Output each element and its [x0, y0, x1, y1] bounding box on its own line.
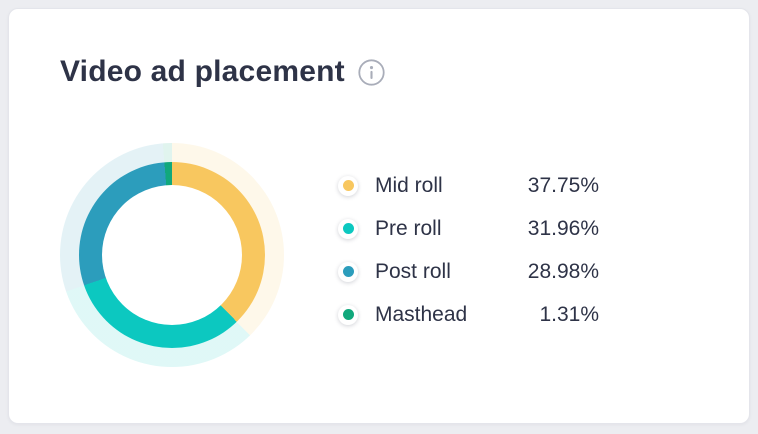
- legend-value: 1.31%: [539, 302, 599, 326]
- legend-item-post-roll[interactable]: Post roll 28.98%: [338, 250, 599, 293]
- chart-legend: Mid roll 37.75% Pre roll 31.96% Post rol…: [338, 164, 599, 336]
- legend-label: Mid roll: [375, 173, 443, 197]
- legend-value: 31.96%: [527, 216, 599, 240]
- legend-item-masthead[interactable]: Masthead 1.31%: [338, 293, 599, 336]
- legend-dot-halo: [338, 218, 358, 239]
- card-header: Video ad placement: [60, 53, 385, 91]
- info-icon[interactable]: [358, 58, 385, 86]
- post-roll-dot-icon: [342, 266, 354, 277]
- legend-item-mid-roll[interactable]: Mid roll 37.75%: [338, 164, 599, 207]
- donut-hole: [102, 185, 242, 325]
- card-title: Video ad placement: [60, 55, 345, 88]
- legend-label: Post roll: [375, 259, 451, 283]
- legend-dot-halo: [338, 261, 358, 282]
- legend-item-pre-roll[interactable]: Pre roll 31.96%: [338, 207, 599, 250]
- legend-dot-halo: [338, 175, 358, 196]
- masthead-dot-icon: [342, 309, 354, 320]
- donut-chart[interactable]: [60, 143, 284, 367]
- legend-dot-halo: [338, 304, 358, 325]
- legend-label: Masthead: [375, 302, 468, 326]
- video-ad-placement-card: Video ad placement Mid roll 37.75% Pre r…: [8, 8, 750, 424]
- legend-value: 37.75%: [527, 173, 599, 197]
- mid-roll-dot-icon: [342, 180, 354, 191]
- pre-roll-dot-icon: [342, 223, 354, 234]
- legend-label: Pre roll: [375, 216, 442, 240]
- legend-value: 28.98%: [527, 259, 599, 283]
